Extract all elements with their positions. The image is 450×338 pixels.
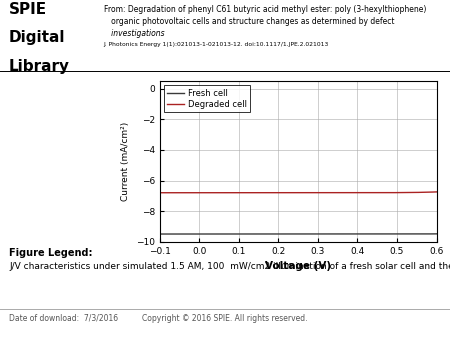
Legend: Fresh cell, Degraded cell: Fresh cell, Degraded cell	[164, 85, 250, 113]
Text: Digital: Digital	[9, 30, 66, 45]
Fresh cell	[284, 232, 290, 236]
Fresh cell	[426, 232, 431, 236]
Fresh cell	[171, 232, 176, 236]
Fresh cell	[426, 232, 431, 236]
Text: Date of download:  7/3/2016: Date of download: 7/3/2016	[9, 314, 118, 323]
Text: Library: Library	[9, 59, 70, 74]
Degraded cell	[375, 191, 380, 195]
Degraded cell	[426, 190, 431, 194]
Text: J/V characteristics under simulated 1.5 AM, 100  mW/cm2 illumination of a fresh : J/V characteristics under simulated 1.5 …	[9, 262, 450, 271]
Text: SPIE: SPIE	[9, 2, 47, 17]
Y-axis label: Current (mA/cm²): Current (mA/cm²)	[122, 122, 130, 201]
X-axis label: Voltage (V): Voltage (V)	[265, 261, 331, 271]
Degraded cell	[284, 191, 290, 195]
Line: Degraded cell: Degraded cell	[160, 192, 436, 193]
Text: Copyright © 2016 SPIE. All rights reserved.: Copyright © 2016 SPIE. All rights reserv…	[142, 314, 308, 323]
Degraded cell	[292, 191, 297, 195]
Fresh cell	[434, 232, 439, 236]
Degraded cell	[171, 191, 176, 195]
Degraded cell	[434, 190, 439, 194]
Degraded cell	[426, 190, 431, 194]
Text: Figure Legend:: Figure Legend:	[9, 248, 93, 259]
Text: investigations: investigations	[104, 29, 164, 38]
Fresh cell	[157, 232, 162, 236]
Text: organic photovoltaic cells and structure changes as determined by defect: organic photovoltaic cells and structure…	[104, 17, 394, 26]
Fresh cell	[375, 232, 380, 236]
Degraded cell	[157, 191, 162, 195]
Text: From: Degradation of phenyl C61 butyric acid methyl ester: poly (3-hexylthiophen: From: Degradation of phenyl C61 butyric …	[104, 5, 426, 14]
Fresh cell	[292, 232, 297, 236]
Text: J. Photonics Energy 1(1):021013-1-021013-12. doi:10.1117/1.JPE.2.021013: J. Photonics Energy 1(1):021013-1-021013…	[104, 42, 329, 47]
